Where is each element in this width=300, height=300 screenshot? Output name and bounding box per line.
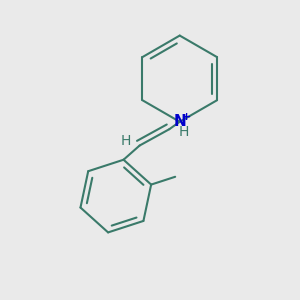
Text: H: H [178,125,189,139]
Text: N: N [173,114,186,129]
Text: H: H [120,134,130,148]
Text: +: + [182,112,191,122]
